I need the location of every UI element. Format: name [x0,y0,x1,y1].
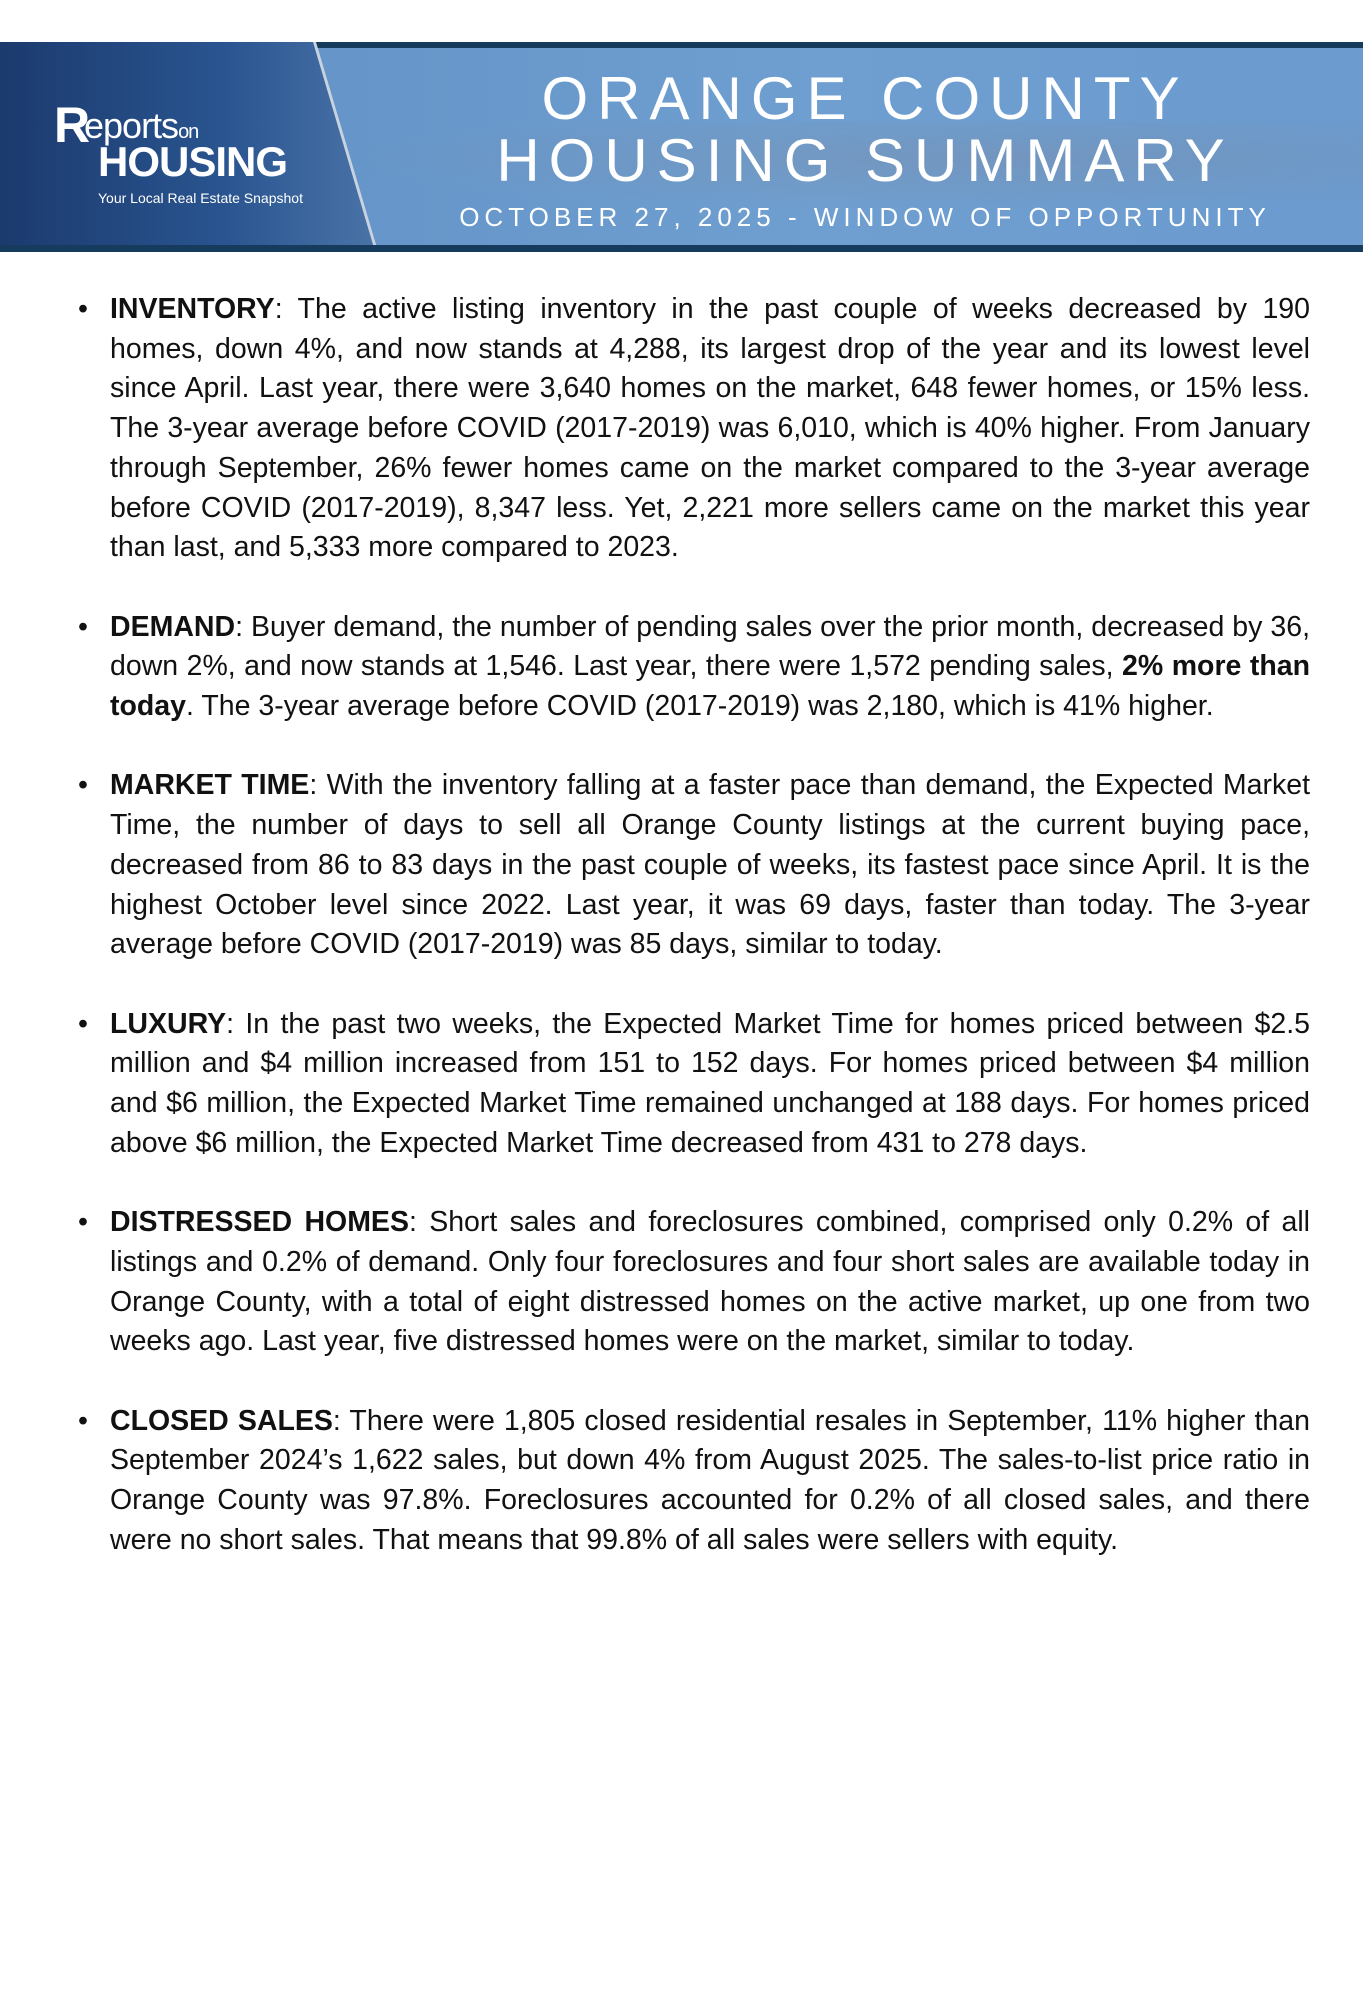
header-bottom-bar [0,245,1363,252]
header-banner: R eportson HOUSING Your Local Real Estat… [0,42,1363,252]
section-text: : There were 1,805 closed residential re… [110,1404,1310,1556]
section-distressed-homes: • DISTRESSED HOMES: Short sales and fore… [78,1203,1310,1362]
section-emphasis: 2% more than today [110,650,1311,723]
bullet-icon: • [78,1206,88,1239]
coastline-background [330,122,1363,212]
bullet-icon: • [78,1404,88,1437]
section-text: : In the past two weeks, the Expected Ma… [110,1007,1310,1159]
section-heading: LUXURY [110,1007,227,1040]
summary-list: • INVENTORY: The active listing inventor… [78,290,1310,1600]
bullet-icon: • [78,610,88,643]
logo-panel [0,42,378,252]
bullet-icon: • [78,293,88,325]
logo-housing: HOUSING [98,138,288,185]
section-text: : Short sales and foreclosures combined,… [110,1206,1310,1358]
section-heading: CLOSED SALES [110,1404,333,1437]
bullet-icon: • [78,1007,88,1040]
page-title-line2: HOUSING SUMMARY [496,127,1234,194]
section-inventory: • INVENTORY: The active listing inventor… [78,290,1310,568]
logo-on: on [178,121,199,143]
logo-tagline: Your Local Real Estate Snapshot [98,190,303,206]
section-heading: INVENTORY [110,293,275,325]
page-title-line1: ORANGE COUNTY [541,65,1189,132]
section-text: : With the inventory falling at a faster… [110,769,1310,961]
logo-r: R [54,97,91,153]
header-top-bar [0,42,1363,48]
section-text: : Buyer demand, the number of pending sa… [110,610,1310,683]
page-subtitle: OCTOBER 27, 2025 - WINDOW OF OPPORTUNITY [459,202,1271,232]
section-text: : The active listing inventory in the pa… [110,293,1310,564]
title-block: ORANGE COUNTY HOUSING SUMMARY OCTOBER 27… [420,42,1310,233]
section-market-time: • MARKET TIME: With the inventory fallin… [78,766,1310,965]
section-heading: DEMAND [110,610,236,643]
section-demand: • DEMAND: Buyer demand, the number of pe… [78,608,1310,727]
logo-reports-text: eports [84,105,179,146]
logo-reports: eportson [84,105,199,150]
section-heading: DISTRESSED HOMES [110,1206,409,1239]
section-heading: MARKET TIME [110,769,310,802]
section-text: . The 3-year average before COVID (2017-… [186,690,1214,723]
bullet-icon: • [78,769,88,802]
section-closed-sales: • CLOSED SALES: There were 1,805 closed … [78,1402,1310,1561]
section-luxury: • LUXURY: In the past two weeks, the Exp… [78,1005,1310,1164]
